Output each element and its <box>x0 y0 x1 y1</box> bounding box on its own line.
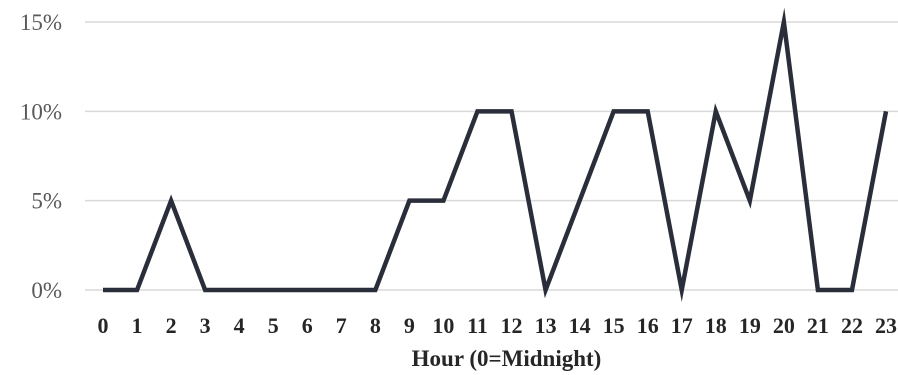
x-axis-label: Hour (0=Midnight) <box>412 346 602 371</box>
x-tick-label: 10 <box>432 313 454 338</box>
y-axis-ticks: 0% 5% 10% 15% <box>20 10 62 303</box>
x-tick-label: 9 <box>404 313 415 338</box>
x-tick-label: 13 <box>535 313 557 338</box>
x-tick-label: 15 <box>603 313 625 338</box>
x-tick-label: 7 <box>336 313 347 338</box>
y-tick-label: 10% <box>20 99 62 124</box>
x-tick-label: 8 <box>370 313 381 338</box>
x-tick-label: 18 <box>705 313 727 338</box>
x-tick-label: 14 <box>569 313 591 338</box>
x-tick-label: 16 <box>637 313 659 338</box>
x-tick-label: 4 <box>234 313 245 338</box>
x-tick-label: 12 <box>501 313 523 338</box>
series-layer <box>103 7 889 303</box>
x-axis-ticks: 0 1 2 3 4 5 6 7 8 9 10 11 12 13 14 15 16 17 18 19 20 21 22 23 <box>98 313 898 338</box>
x-tick-label: 20 <box>773 313 795 338</box>
x-tick-label: 22 <box>841 313 863 338</box>
x-tick-label: 23 <box>875 313 897 338</box>
x-tick-label: 6 <box>302 313 313 338</box>
x-tick-label: 1 <box>132 313 143 338</box>
series-line <box>103 7 889 303</box>
y-tick-label: 5% <box>31 189 62 214</box>
x-tick-label: 3 <box>200 313 211 338</box>
x-tick-label: 11 <box>467 313 488 338</box>
x-tick-label: 19 <box>739 313 761 338</box>
x-tick-label: 5 <box>268 313 279 338</box>
x-tick-label: 21 <box>807 313 829 338</box>
x-tick-label: 0 <box>98 313 109 338</box>
x-tick-label: 2 <box>166 313 177 338</box>
y-tick-label: 15% <box>20 10 62 35</box>
y-tick-label: 0% <box>31 278 62 303</box>
x-tick-label: 17 <box>671 313 693 338</box>
